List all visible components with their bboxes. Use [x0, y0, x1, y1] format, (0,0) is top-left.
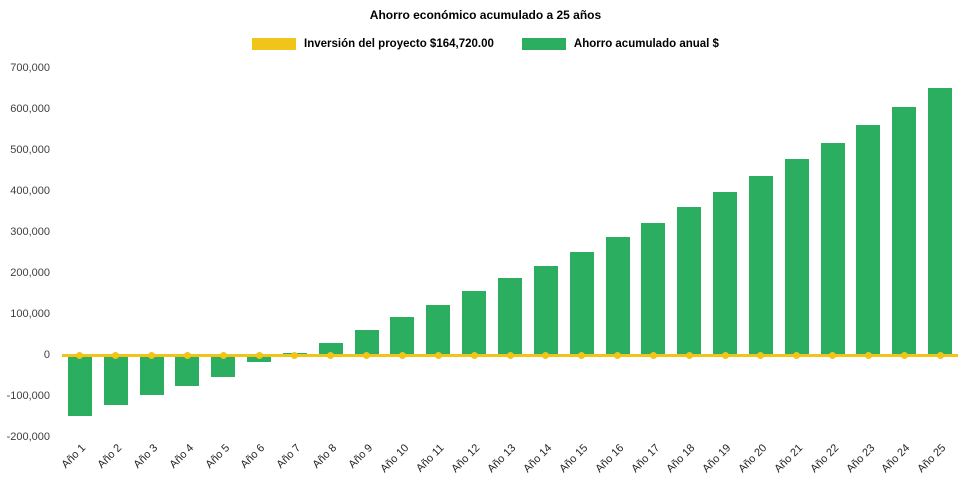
investment-line-marker: [255, 351, 263, 359]
investment-line-marker: [112, 351, 120, 359]
investment-line-marker: [183, 351, 191, 359]
x-axis-category-label: Año 4: [167, 442, 196, 471]
investment-line-marker: [219, 351, 227, 359]
legend-item: Inversión del proyecto $164,720.00: [252, 38, 494, 50]
x-axis-category-label: Año 6: [238, 442, 268, 471]
legend-item: Ahorro acumulado anual $: [521, 38, 719, 50]
bar: [856, 125, 881, 355]
bar: [784, 159, 809, 355]
bar: [247, 355, 272, 363]
bar: [211, 355, 236, 378]
legend-label: Ahorro acumulado anual $: [573, 38, 719, 50]
legend-swatch: [252, 38, 297, 50]
x-axis-category-label: Año 7: [274, 442, 304, 471]
bar: [318, 342, 343, 355]
x-axis-category-label: Año 25: [915, 442, 949, 476]
bar: [928, 87, 953, 355]
x-axis-category-label: Año 11: [414, 442, 447, 475]
investment-line-marker: [829, 351, 837, 359]
investment-line-marker: [542, 351, 550, 359]
y-axis-tick-label: 700,000: [10, 62, 50, 74]
bar: [175, 355, 200, 387]
legend: Inversión del proyecto $164,720.00 Ahorro…: [0, 38, 971, 50]
x-axis-category-label: Año 23: [843, 442, 877, 476]
bar: [139, 355, 164, 396]
y-axis-tick-label: 200,000: [10, 267, 50, 279]
investment-line-marker: [363, 351, 371, 359]
bar: [354, 329, 379, 355]
investment-line-marker: [398, 351, 406, 359]
bar: [426, 304, 451, 355]
investment-line-marker: [148, 351, 156, 359]
x-axis-category-label: Año 2: [95, 442, 125, 471]
x-axis-category-label: Año 17: [628, 442, 662, 476]
x-axis-category-label: Año 24: [879, 442, 913, 476]
bar: [569, 251, 594, 355]
y-axis-tick-label: 500,000: [10, 144, 50, 156]
x-axis-category-label: Año 19: [700, 442, 734, 476]
y-axis-tick-label: 0: [43, 349, 50, 361]
x-axis-category-label: Año 3: [131, 442, 161, 471]
bar: [498, 277, 522, 355]
investment-line-marker: [578, 351, 586, 359]
bar: [820, 142, 845, 355]
y-axis-tick-label: -100,000: [6, 390, 50, 402]
x-axis-category-label: Año 16: [592, 442, 627, 476]
x-axis-category-label: Año 10: [377, 442, 411, 476]
bar: [677, 207, 702, 355]
y-axis-tick-label: -200,000: [6, 431, 50, 443]
x-axis: Año 1 Año 2 Año 3 Año 4 Año 5 Año 6 Año 7 Año 8…: [59, 437, 958, 485]
x-axis-category-label: Año 12: [449, 442, 483, 476]
bar: [713, 191, 738, 355]
investment-line-marker: [721, 351, 729, 359]
x-axis-category-label: Año 21: [772, 442, 806, 476]
x-axis-category-label: Año 22: [807, 442, 842, 476]
investment-line-marker: [649, 351, 657, 359]
investment-line-marker: [76, 351, 84, 359]
investment-line-marker: [614, 351, 622, 359]
chart-title: Ahorro económico acumulado a 25 años: [369, 8, 602, 22]
bar: [462, 291, 487, 355]
investment-line-marker: [757, 351, 765, 359]
x-axis-category-label: Año 1: [59, 442, 89, 471]
x-axis-category-label: Año 18: [664, 442, 698, 476]
x-axis-category-label: Año 5: [202, 442, 232, 471]
investment-line-marker: [434, 351, 442, 359]
investment-line-marker: [864, 351, 872, 359]
y-axis-tick-label: 600,000: [10, 103, 50, 115]
bar: [67, 355, 92, 416]
bar: [892, 106, 917, 355]
investment-line-marker: [900, 351, 908, 359]
x-axis-category-label: Año 8: [310, 442, 340, 471]
y-axis-tick-label: 100,000: [10, 308, 50, 320]
x-axis-category-label: Año 14: [521, 442, 555, 476]
x-axis-category-label: Año 13: [485, 442, 519, 476]
x-axis-category-label: Año 9: [346, 442, 376, 471]
legend-swatch: [521, 38, 566, 50]
y-axis-tick-label: 300,000: [10, 226, 50, 238]
bar: [748, 175, 773, 355]
investment-line-marker: [793, 351, 801, 359]
bar: [605, 236, 630, 355]
y-axis-tick-label: 400,000: [10, 185, 50, 197]
investment-line-marker: [470, 351, 478, 359]
bar: [641, 222, 666, 355]
plot-area: [62, 68, 958, 437]
legend-label: Inversión del proyecto $164,720.00: [304, 38, 494, 50]
bar: [533, 265, 558, 355]
y-axis: 700,000 600,000 500,000 400,000 300,000 200,0…: [0, 62, 56, 443]
x-axis-category-label: Año 20: [736, 442, 770, 476]
bar: [390, 317, 415, 355]
bar: [103, 355, 128, 406]
x-axis-category-label: Año 15: [557, 442, 591, 476]
investment-line-marker: [291, 351, 299, 359]
investment-line-marker: [327, 351, 335, 359]
investment-line-marker: [685, 351, 693, 359]
investment-line-marker: [506, 351, 514, 359]
investment-line-marker: [936, 351, 944, 359]
